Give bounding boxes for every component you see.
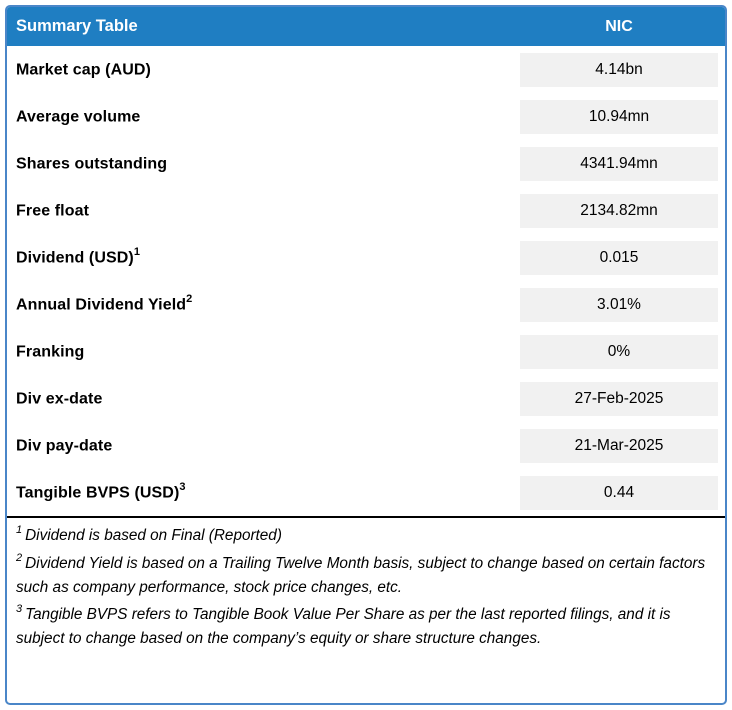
row-label-text: Div ex-date xyxy=(16,390,103,408)
row-label: Franking xyxy=(16,341,520,361)
row-label: Free float xyxy=(16,200,520,220)
row-label: Market cap (AUD) xyxy=(16,59,520,79)
row-label-text: Franking xyxy=(16,343,85,361)
row-label-text: Annual Dividend Yield xyxy=(16,296,187,314)
footnotes-divider xyxy=(7,516,725,518)
footnote: 1 Dividend is based on Final (Reported) xyxy=(16,523,716,548)
footnotes-section: 1 Dividend is based on Final (Reported) 2… xyxy=(7,518,725,651)
table-row: Tangible BVPS (USD)3 0.44 xyxy=(7,469,725,516)
footnote-text: Dividend is based on Final (Reported) xyxy=(25,527,282,545)
row-value: 0.44 xyxy=(520,475,718,510)
table-row: Free float 2134.82mn xyxy=(7,187,725,234)
row-label: Div pay-date xyxy=(16,435,520,455)
footnote-marker: 3 xyxy=(16,603,23,616)
column-header-nic: NIC xyxy=(605,17,633,35)
row-label-text: Tangible BVPS (USD) xyxy=(16,484,180,502)
table-row: Div ex-date 27-Feb-2025 xyxy=(7,375,725,422)
row-label: Div ex-date xyxy=(16,388,520,408)
row-value: 4.14bn xyxy=(520,52,718,87)
row-label-text: Div pay-date xyxy=(16,437,113,455)
row-value: 21-Mar-2025 xyxy=(520,428,718,463)
row-value: 0% xyxy=(520,334,718,369)
table-title: Summary Table xyxy=(16,17,138,35)
summary-table-card: Summary Table NIC Market cap (AUD) 4.14b… xyxy=(5,5,727,705)
row-label-text: Free float xyxy=(16,202,90,220)
row-value: 0.015 xyxy=(520,240,718,275)
footnote-text: Dividend Yield is based on a Trailing Tw… xyxy=(16,554,706,596)
table-row: Market cap (AUD) 4.14bn xyxy=(7,46,725,93)
footnote: 2 Dividend Yield is based on a Trailing T… xyxy=(16,551,716,600)
row-label-text: Average volume xyxy=(16,108,141,126)
table-row: Annual Dividend Yield2 3.01% xyxy=(7,281,725,328)
table-header: Summary Table NIC xyxy=(7,7,725,46)
footnote-marker: 2 xyxy=(16,551,23,564)
footnote-marker: 1 xyxy=(16,524,23,536)
footnote: 3 Tangible BVPS refers to Tangible Book V… xyxy=(16,602,716,651)
table-row: Shares outstanding 4341.94mn xyxy=(7,140,725,187)
footnote-text: Tangible BVPS refers to Tangible Book Va… xyxy=(16,606,671,648)
row-label-text: Market cap (AUD) xyxy=(16,61,151,79)
row-label-text: Dividend (USD) xyxy=(16,249,134,267)
row-value: 3.01% xyxy=(520,287,718,322)
row-label: Annual Dividend Yield2 xyxy=(16,293,520,314)
footnote-marker: 1 xyxy=(133,246,141,259)
row-value: 10.94mn xyxy=(520,99,718,134)
table-row: Dividend (USD)1 0.015 xyxy=(7,234,725,281)
row-label: Dividend (USD)1 xyxy=(16,246,520,267)
footnote-marker: 3 xyxy=(179,481,186,494)
table-row: Franking 0% xyxy=(7,328,725,375)
table-body: Market cap (AUD) 4.14bn Average volume 1… xyxy=(7,46,725,516)
table-row: Average volume 10.94mn xyxy=(7,93,725,140)
row-value: 27-Feb-2025 xyxy=(520,381,718,416)
row-label: Tangible BVPS (USD)3 xyxy=(16,481,520,502)
row-label: Shares outstanding xyxy=(16,153,520,173)
row-value: 2134.82mn xyxy=(520,193,718,228)
row-label-text: Shares outstanding xyxy=(16,155,168,173)
row-value: 4341.94mn xyxy=(520,146,718,181)
table-row: Div pay-date 21-Mar-2025 xyxy=(7,422,725,469)
row-label: Average volume xyxy=(16,106,520,126)
footnote-marker: 2 xyxy=(186,293,193,306)
